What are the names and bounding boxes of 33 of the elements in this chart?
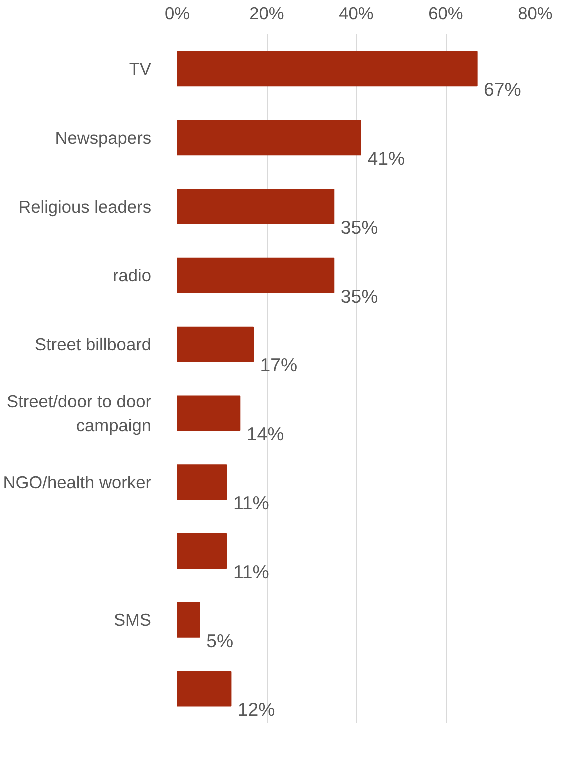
bar (178, 258, 335, 294)
x-tick-label: 80% (518, 4, 553, 24)
data-label: 17% (260, 354, 298, 376)
x-tick-label: 60% (428, 4, 464, 24)
bar (178, 51, 478, 87)
data-label: 35% (340, 216, 378, 238)
data-label: 11% (233, 561, 270, 582)
bar (178, 120, 362, 156)
data-label: 14% (246, 424, 284, 445)
y-tick-label: Religious leaders (18, 196, 152, 217)
data-label: 5% (206, 630, 234, 652)
data-label: 12% (238, 699, 276, 720)
y-tick-label: radio (112, 266, 152, 286)
bar (178, 534, 228, 569)
y-tick-label: Street billboard (34, 334, 152, 355)
data-label: 11% (233, 492, 270, 514)
bar (178, 326, 254, 362)
x-tick-label: 20% (250, 4, 284, 24)
x-tick-label: 40% (339, 4, 374, 24)
y-tick-label: SMS (114, 610, 152, 630)
y-tick-label: Newspapers (55, 128, 152, 148)
x-tick-label: 0% (164, 4, 190, 24)
bar (178, 396, 241, 432)
bar (178, 189, 335, 224)
bar (178, 671, 232, 707)
y-tick-label: Street/door to door campaign (7, 391, 152, 436)
bar (178, 464, 228, 500)
y-tick-label: TV (129, 58, 152, 79)
y-tick-label: NGO/health worker (3, 472, 152, 492)
data-label: 41% (368, 148, 406, 170)
bar (178, 602, 200, 638)
data-label: 35% (340, 286, 378, 307)
data-label: 67% (484, 79, 522, 100)
